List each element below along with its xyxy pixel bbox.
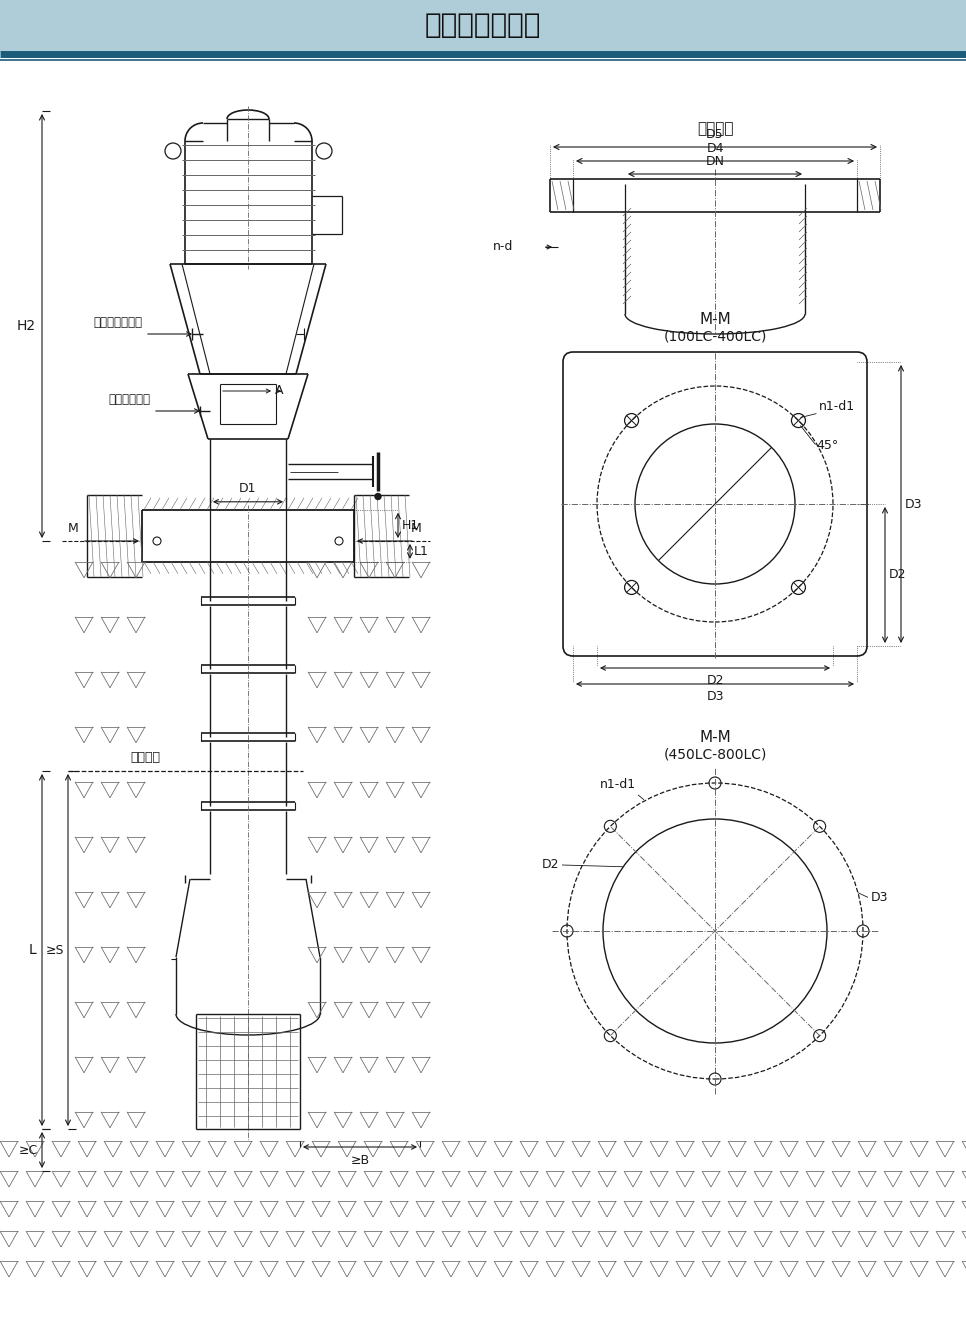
Text: H1: H1 — [402, 520, 419, 532]
Text: D4: D4 — [706, 142, 724, 155]
Text: H2: H2 — [16, 319, 36, 333]
Text: D2: D2 — [542, 858, 559, 872]
Text: L: L — [28, 943, 36, 957]
Text: A: A — [275, 384, 283, 398]
Text: 推力轴承冷却水: 推力轴承冷却水 — [93, 316, 142, 329]
Text: 导轴承润滑水: 导轴承润滑水 — [108, 394, 150, 406]
Text: n-d: n-d — [493, 241, 513, 253]
Text: (100LC-400LC): (100LC-400LC) — [664, 329, 767, 344]
Text: 最低水位: 最低水位 — [130, 751, 160, 765]
Text: n1-d1: n1-d1 — [600, 778, 636, 791]
Text: D3: D3 — [871, 890, 889, 904]
Text: D2: D2 — [889, 569, 906, 581]
Text: M: M — [412, 522, 422, 536]
Circle shape — [375, 494, 381, 499]
Text: 45°: 45° — [816, 439, 838, 453]
Text: D3: D3 — [905, 498, 923, 510]
Text: M: M — [68, 522, 79, 536]
Text: D1: D1 — [240, 482, 257, 495]
Text: DN: DN — [705, 155, 724, 167]
Text: L1: L1 — [414, 545, 429, 558]
Text: D3: D3 — [706, 690, 724, 703]
Bar — [0, 0, 966, 52]
Text: M-M: M-M — [699, 731, 731, 746]
Text: ≥S: ≥S — [45, 944, 64, 956]
Text: D5: D5 — [706, 129, 724, 141]
Text: 出口法兰: 出口法兰 — [696, 122, 733, 137]
Text: ≥B: ≥B — [351, 1154, 370, 1168]
Text: M-M: M-M — [699, 312, 731, 328]
Text: 外形安装尺寸图: 外形安装尺寸图 — [425, 11, 541, 39]
Text: n1-d1: n1-d1 — [818, 399, 855, 412]
Text: (450LC-800LC): (450LC-800LC) — [664, 749, 767, 762]
Text: ≥C: ≥C — [18, 1144, 38, 1157]
Text: D2: D2 — [706, 674, 724, 687]
